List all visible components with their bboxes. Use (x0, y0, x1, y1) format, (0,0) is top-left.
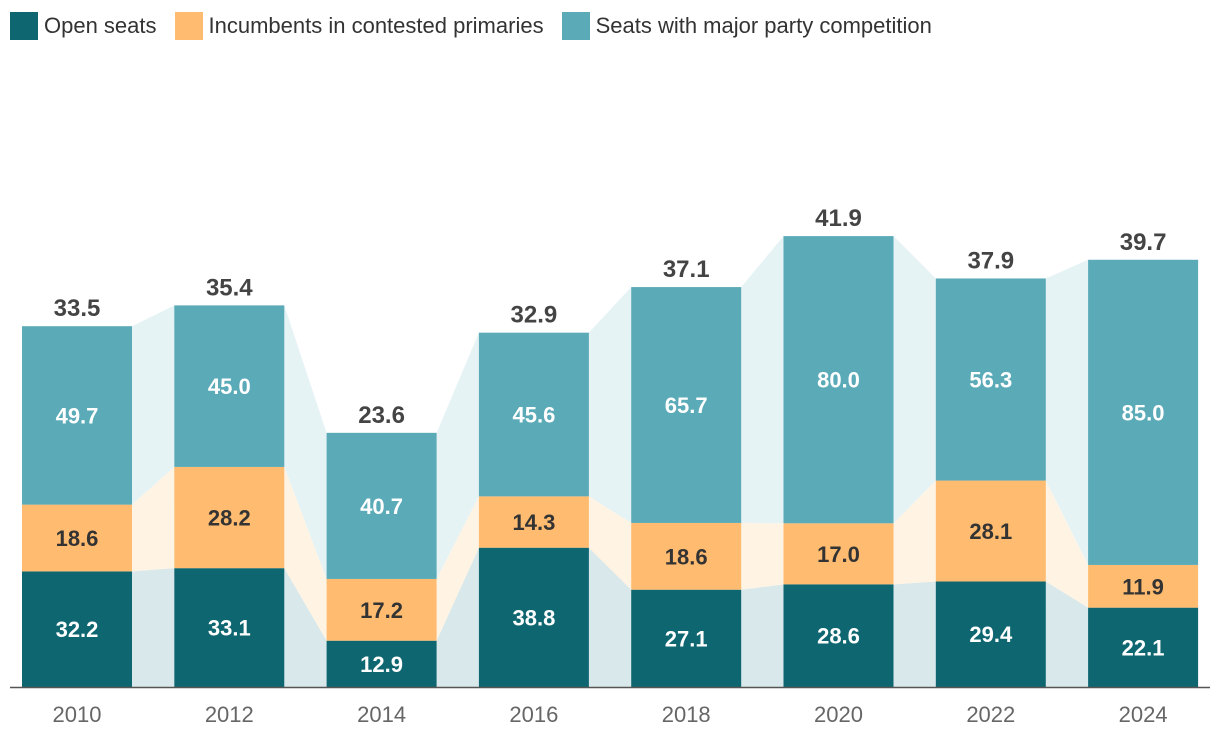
value-label-2020-series-1: 17.0 (817, 542, 860, 567)
connector-band-2012-2014-s1 (284, 466, 327, 641)
connector-band-2018-2020-s1 (741, 522, 784, 590)
total-label-2024: 39.7 (1120, 229, 1167, 256)
bar-2022-series-1 (935, 480, 1046, 582)
value-label-2024-series-2: 85.0 (1122, 400, 1165, 425)
bar-2024-series-1 (1088, 564, 1199, 608)
connector-band-2010-2012-s1 (132, 466, 175, 572)
x-tick-label-2012: 2012 (205, 702, 254, 727)
value-label-2014-series-0: 12.9 (360, 652, 403, 677)
value-label-2024-series-0: 22.1 (1122, 635, 1165, 660)
value-label-2010-series-1: 18.6 (56, 526, 99, 551)
x-tick-label-2022: 2022 (966, 702, 1015, 727)
connector-band-2022-2024-s1 (1045, 480, 1089, 608)
x-tick-label-2014: 2014 (357, 702, 406, 727)
connector-band-2022-2024-s0 (1045, 581, 1089, 687)
connector-band-2020-2022-s2 (893, 236, 936, 524)
bar-2014-series-0 (326, 640, 437, 687)
bar-2012-series-2 (174, 305, 285, 467)
value-label-2018-series-2: 65.7 (665, 393, 708, 418)
total-label-2020: 41.9 (815, 205, 862, 232)
value-label-2014-series-1: 17.2 (360, 598, 403, 623)
connector-band-2010-2012-s0 (132, 568, 175, 687)
total-label-2016: 32.9 (511, 302, 558, 329)
connector-band-2012-2014-s2 (284, 305, 327, 579)
value-label-2012-series-1: 28.2 (208, 506, 251, 531)
legend-swatch-incumbents (174, 12, 203, 40)
x-tick-label-2024: 2024 (1119, 702, 1168, 727)
bar-2014-series-1 (326, 578, 437, 641)
bar-2022-series-2 (935, 278, 1046, 481)
connector-band-2020-2022-s1 (893, 480, 936, 585)
bar-2012-series-1 (174, 466, 285, 569)
value-label-2020-series-0: 28.6 (817, 624, 860, 649)
total-label-2012: 35.4 (206, 274, 253, 301)
legend-label-major-party: Seats with major party competition (595, 13, 932, 38)
value-label-2016-series-2: 45.6 (512, 403, 555, 428)
connector-band-2018-2020-s0 (741, 584, 784, 687)
value-label-2010-series-2: 49.7 (56, 403, 99, 428)
bar-2024-series-2 (1088, 259, 1199, 565)
total-label-2010: 33.5 (54, 295, 101, 322)
x-tick-label-2010: 2010 (53, 702, 102, 727)
bar-2016-series-1 (478, 496, 589, 548)
value-label-2016-series-0: 38.8 (512, 605, 555, 630)
connector-band-2014-2016-s0 (436, 547, 479, 687)
value-label-2010-series-0: 32.2 (56, 617, 99, 642)
connector-band-2014-2016-s1 (436, 496, 479, 641)
legend-label-incumbents: Incumbents in contested primaries (208, 13, 544, 38)
value-label-2014-series-2: 40.7 (360, 494, 403, 519)
bar-2022-series-0 (935, 581, 1046, 687)
connector-band-2010-2012-s2 (132, 305, 175, 505)
connector-band-2016-2018-s2 (588, 287, 632, 523)
value-label-2012-series-2: 45.0 (208, 374, 251, 399)
bar-2014-series-2 (326, 432, 437, 579)
bar-2020-series-1 (783, 523, 894, 585)
bar-2010-series-2 (22, 326, 132, 505)
x-tick-label-2020: 2020 (814, 702, 863, 727)
connector-band-2020-2022-s0 (893, 581, 936, 687)
connector-band-2022-2024-s2 (1045, 259, 1089, 565)
value-label-2024-series-1: 11.9 (1122, 574, 1164, 599)
bar-2016-series-0 (478, 547, 589, 687)
value-label-2018-series-1: 18.6 (665, 544, 708, 569)
value-label-2012-series-0: 33.1 (208, 616, 251, 641)
value-label-2022-series-2: 56.3 (969, 368, 1012, 393)
x-tick-label-2018: 2018 (662, 702, 711, 727)
legend-item-major-party: Seats with major party competition (561, 12, 932, 40)
total-label-2014: 23.6 (358, 402, 405, 429)
bar-2018-series-2 (631, 287, 742, 523)
bar-2020-series-2 (783, 236, 894, 524)
connector-band-2016-2018-s0 (588, 547, 632, 687)
legend-item-incumbents: Incumbents in contested primaries (174, 12, 544, 40)
bar-2010-series-0 (22, 571, 132, 687)
bar-2012-series-0 (174, 568, 285, 687)
value-label-2018-series-0: 27.1 (665, 626, 708, 651)
value-label-2022-series-1: 28.1 (969, 519, 1012, 544)
value-label-2016-series-1: 14.3 (512, 510, 555, 535)
connector-band-2016-2018-s1 (588, 496, 632, 590)
x-tick-label-2016: 2016 (509, 702, 558, 727)
connector-band-2018-2020-s2 (741, 236, 784, 524)
total-label-2018: 37.1 (663, 256, 710, 283)
connector-band-2014-2016-s2 (436, 332, 479, 579)
legend-swatch-open-seats (10, 12, 38, 40)
legend-label-open-seats: Open seats (44, 13, 157, 38)
bar-2010-series-1 (22, 504, 132, 572)
bar-2024-series-0 (1088, 607, 1199, 687)
legend-item-open-seats: Open seats (10, 12, 157, 40)
value-label-2020-series-2: 80.0 (817, 368, 860, 393)
legend: Open seats Incumbents in contested prima… (10, 10, 950, 42)
value-label-2022-series-0: 29.4 (969, 622, 1013, 647)
bar-2016-series-2 (478, 332, 589, 497)
total-label-2022: 37.9 (967, 247, 1014, 274)
bar-2018-series-0 (631, 589, 742, 687)
bar-2018-series-1 (631, 522, 742, 590)
connector-band-2012-2014-s0 (284, 568, 327, 687)
bar-2020-series-0 (783, 584, 894, 687)
legend-swatch-major-party (561, 12, 590, 40)
